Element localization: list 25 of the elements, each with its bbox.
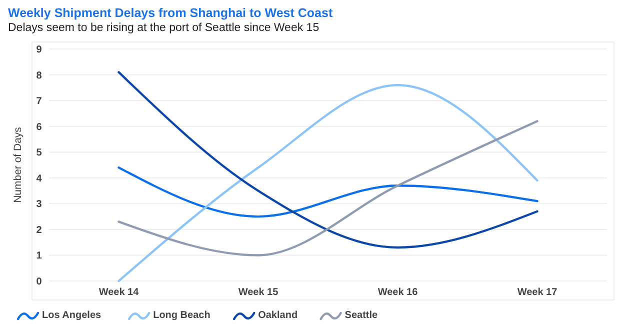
y-tick-label: 1 <box>36 250 42 262</box>
x-tick-label: Week 14 <box>98 287 140 298</box>
y-tick-label: 7 <box>36 96 42 108</box>
y-tick-label: 9 <box>36 44 42 56</box>
y-tick-label: 2 <box>36 224 42 236</box>
x-tick-label: Week 15 <box>238 287 279 298</box>
y-tick-label: 4 <box>36 173 42 184</box>
legend-label: Los Angeles <box>42 310 102 321</box>
y-tick-label: 3 <box>36 199 42 210</box>
legend-label: Oakland <box>258 310 298 321</box>
y-tick-label: 6 <box>36 122 42 133</box>
x-tick-label: Week 16 <box>378 287 418 298</box>
y-axis-title: Number of Days <box>12 127 24 203</box>
legend-label: Long Beach <box>153 310 210 321</box>
x-tick-label: Week 17 <box>517 287 558 298</box>
line-series <box>118 71 538 249</box>
legend-label: Seattle <box>344 310 378 321</box>
chart-subtitle: Delays seem to be rising at the port of Seattle since Week 15 <box>8 22 320 34</box>
y-tick-label: 5 <box>36 148 42 159</box>
y-tick-label: 8 <box>36 70 42 82</box>
line-series <box>118 84 538 282</box>
line-series <box>118 166 538 218</box>
chart-title: Weekly Shipment Delays from Shanghai to West Coast <box>8 6 334 20</box>
y-tick-label: 0 <box>36 276 42 288</box>
line-series <box>118 120 538 256</box>
